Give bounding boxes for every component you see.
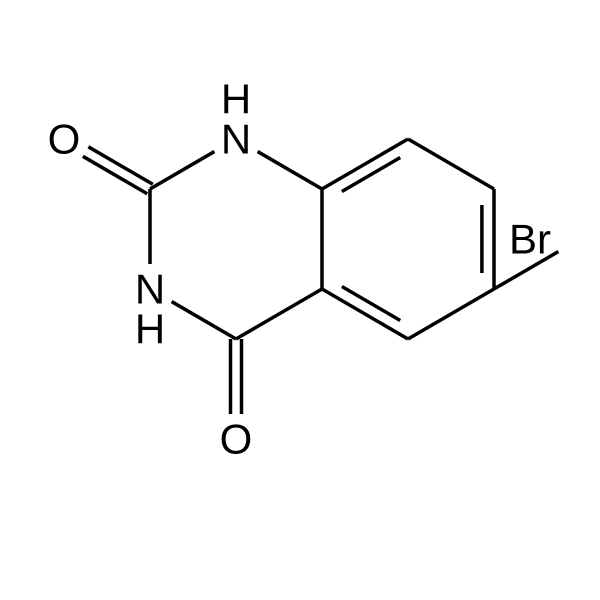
hydrogen-label: H <box>221 76 251 123</box>
o-atom-label: O <box>220 416 253 463</box>
hydrogen-label: H <box>135 305 165 352</box>
o-atom-label: O <box>48 116 81 163</box>
molecule-diagram: NHNHOOBr <box>0 0 600 600</box>
br-atom-label: Br <box>509 216 551 263</box>
